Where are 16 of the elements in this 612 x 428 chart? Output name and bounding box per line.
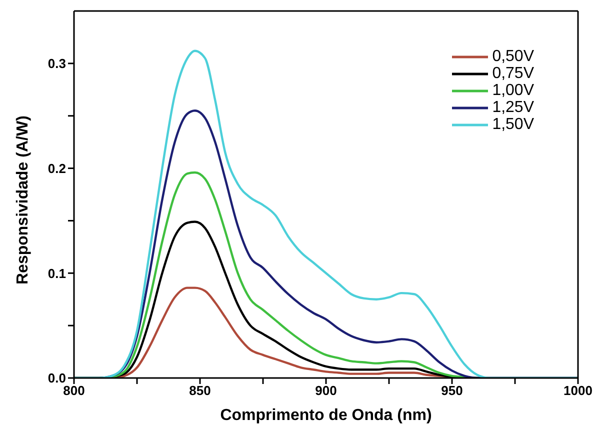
legend-label: 1,50V bbox=[492, 116, 534, 133]
x-tick-label: 900 bbox=[315, 383, 337, 398]
x-tick-label: 1000 bbox=[564, 383, 592, 398]
x-tick-label: 950 bbox=[441, 383, 463, 398]
x-tick-label: 800 bbox=[63, 383, 85, 398]
legend-label: 1,00V bbox=[492, 82, 534, 99]
x-axis-title: Comprimento de Onda (nm) bbox=[220, 407, 432, 424]
legend-label: 0,50V bbox=[492, 48, 534, 65]
y-axis-title: Responsividade (A/W) bbox=[14, 116, 32, 284]
y-tick-label: 0.2 bbox=[48, 160, 66, 176]
y-tick-label: 0.3 bbox=[48, 56, 66, 72]
x-tick-label: 850 bbox=[189, 383, 211, 398]
legend-label: 1,25V bbox=[492, 99, 534, 116]
y-tick-label: 0.1 bbox=[48, 266, 66, 281]
y-tick-label: 0.0 bbox=[48, 370, 66, 386]
legend-label: 0,75V bbox=[492, 65, 534, 82]
